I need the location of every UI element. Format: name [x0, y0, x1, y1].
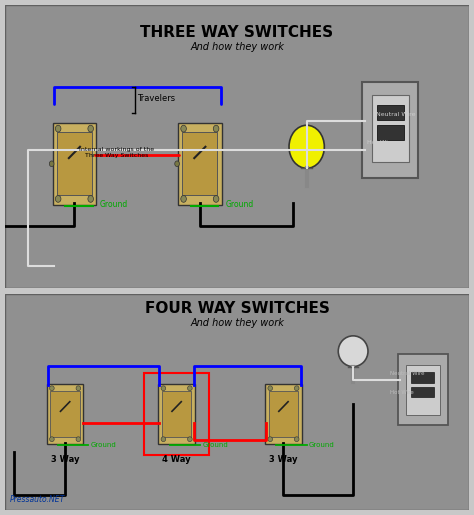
Text: Ground: Ground: [226, 200, 254, 209]
Text: And how they work: And how they work: [190, 318, 284, 328]
Circle shape: [175, 161, 179, 167]
FancyBboxPatch shape: [411, 372, 434, 383]
FancyBboxPatch shape: [53, 123, 96, 204]
FancyBboxPatch shape: [269, 391, 298, 437]
FancyBboxPatch shape: [178, 123, 222, 204]
FancyBboxPatch shape: [372, 95, 409, 162]
FancyBboxPatch shape: [162, 391, 191, 437]
Circle shape: [294, 437, 299, 441]
Circle shape: [268, 386, 273, 391]
Circle shape: [76, 386, 81, 391]
Text: 4 Way: 4 Way: [162, 455, 191, 464]
Circle shape: [289, 125, 324, 168]
Text: 3 Way: 3 Way: [51, 455, 79, 464]
Text: Ground: Ground: [309, 442, 335, 448]
FancyBboxPatch shape: [411, 387, 434, 398]
Text: Travelers: Travelers: [137, 94, 175, 103]
Text: Hot Wire: Hot Wire: [390, 390, 414, 396]
Circle shape: [161, 386, 166, 391]
Circle shape: [268, 437, 273, 441]
Text: Ground: Ground: [202, 442, 228, 448]
Text: THREE WAY SWITCHES: THREE WAY SWITCHES: [140, 25, 334, 40]
Circle shape: [188, 437, 192, 441]
FancyBboxPatch shape: [5, 294, 469, 510]
Text: Neutral Wire: Neutral Wire: [376, 112, 416, 116]
FancyBboxPatch shape: [363, 82, 418, 178]
Circle shape: [50, 437, 54, 441]
Circle shape: [55, 125, 61, 132]
FancyBboxPatch shape: [265, 384, 302, 443]
FancyBboxPatch shape: [377, 106, 404, 120]
FancyBboxPatch shape: [5, 5, 469, 288]
FancyBboxPatch shape: [377, 125, 404, 140]
FancyBboxPatch shape: [158, 384, 195, 443]
FancyBboxPatch shape: [182, 132, 218, 196]
Text: And how they work: And how they work: [190, 42, 284, 52]
Text: FOUR WAY SWITCHES: FOUR WAY SWITCHES: [145, 301, 329, 316]
Text: Ground: Ground: [100, 200, 128, 209]
FancyBboxPatch shape: [47, 384, 83, 443]
Circle shape: [294, 386, 299, 391]
Circle shape: [50, 386, 54, 391]
FancyBboxPatch shape: [398, 354, 448, 425]
FancyBboxPatch shape: [57, 132, 92, 196]
Circle shape: [181, 125, 186, 132]
Text: Internal workings of the
Three Way Switches: Internal workings of the Three Way Switc…: [79, 147, 154, 158]
Circle shape: [338, 336, 368, 367]
Circle shape: [55, 196, 61, 202]
Text: 3 Way: 3 Way: [269, 455, 298, 464]
Circle shape: [181, 196, 186, 202]
Circle shape: [161, 437, 166, 441]
Text: Ground: Ground: [91, 442, 117, 448]
Circle shape: [188, 386, 192, 391]
Circle shape: [76, 437, 81, 441]
Circle shape: [213, 125, 219, 132]
FancyBboxPatch shape: [406, 365, 439, 415]
Text: Pressauto.NET: Pressauto.NET: [9, 495, 64, 504]
Circle shape: [88, 125, 93, 132]
FancyBboxPatch shape: [51, 391, 80, 437]
Text: Hot Wire: Hot Wire: [367, 140, 394, 145]
Text: Neutral Wire: Neutral Wire: [390, 371, 425, 376]
Circle shape: [213, 196, 219, 202]
Circle shape: [88, 196, 93, 202]
Circle shape: [49, 161, 54, 167]
